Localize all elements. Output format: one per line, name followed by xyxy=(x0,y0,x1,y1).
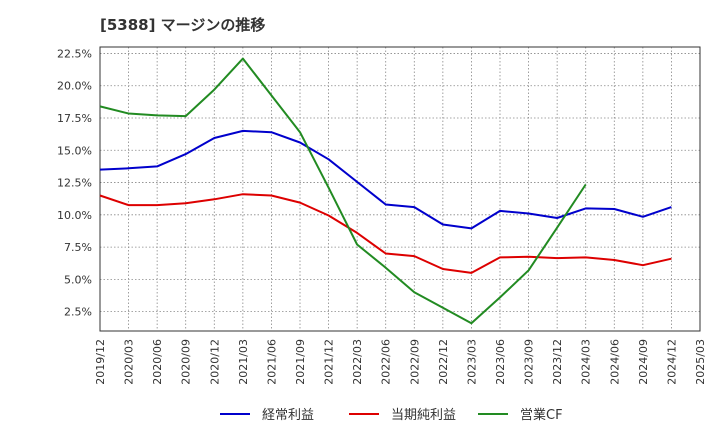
x-tick-label: 2022/09 xyxy=(408,339,421,385)
x-tick-label: 2022/06 xyxy=(380,339,393,385)
x-tick-label: 2021/09 xyxy=(294,339,307,385)
x-tick-label: 2023/12 xyxy=(551,339,564,385)
x-tick-label: 2019/12 xyxy=(94,339,107,385)
y-tick-label: 7.5% xyxy=(64,241,92,254)
plot-frame xyxy=(99,46,701,332)
x-tick-label: 2024/03 xyxy=(580,339,593,385)
x-tick-label: 2021/06 xyxy=(265,339,278,385)
x-tick-label: 2020/09 xyxy=(180,339,193,385)
x-tick-label: 2021/03 xyxy=(237,339,250,385)
y-tick-label: 17.5% xyxy=(57,112,92,125)
x-tick-label: 2020/03 xyxy=(123,339,136,385)
y-tick-label: 15.0% xyxy=(57,144,92,157)
plot-area xyxy=(100,47,700,331)
legend-label-1: 経常利益 xyxy=(262,408,314,423)
x-tick-label: 2022/03 xyxy=(351,339,364,385)
legend-label-2: 当期純利益 xyxy=(391,408,456,423)
x-tick-label: 2024/06 xyxy=(608,339,621,385)
x-tick-label: 2023/06 xyxy=(494,339,507,385)
x-tick-label: 2024/12 xyxy=(665,339,678,385)
x-tick-label: 2020/12 xyxy=(208,339,221,385)
y-tick-label: 20.0% xyxy=(57,80,92,93)
x-tick-label: 2023/03 xyxy=(465,339,478,385)
x-tick-label: 2023/09 xyxy=(523,339,536,385)
chart-title: [5388] マージンの推移 xyxy=(100,16,266,34)
y-tick-label: 2.5% xyxy=(64,306,92,319)
series-line-2 xyxy=(99,193,672,274)
legend-label-3: 営業CF xyxy=(520,407,563,423)
x-tick-label: 2021/12 xyxy=(323,339,336,385)
series-line-1 xyxy=(99,129,672,230)
x-tick-label: 2022/12 xyxy=(437,339,450,385)
x-tick-label: 2020/06 xyxy=(151,339,164,385)
series-line-3 xyxy=(99,57,587,325)
x-tick-label: 2025/03 xyxy=(694,339,707,385)
y-tick-label: 5.0% xyxy=(64,273,92,286)
y-tick-label: 12.5% xyxy=(57,177,92,190)
y-tick-label: 22.5% xyxy=(57,47,92,60)
y-tick-label: 10.0% xyxy=(57,209,92,222)
x-tick-label: 2024/09 xyxy=(637,339,650,385)
